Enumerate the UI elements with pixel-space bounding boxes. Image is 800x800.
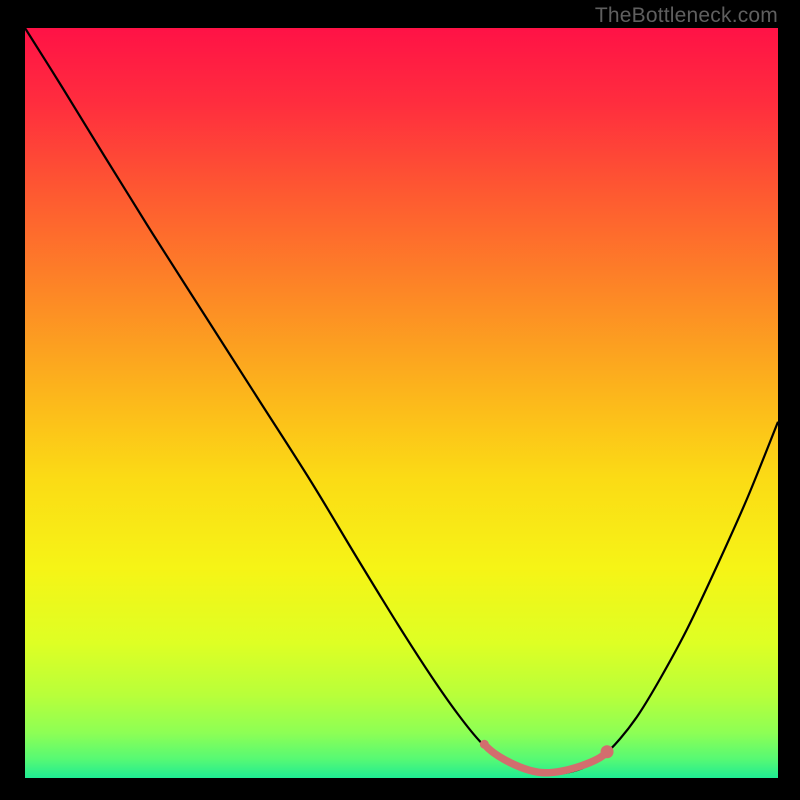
- bottleneck-curve: [25, 28, 778, 774]
- highlight-end-dot: [601, 745, 614, 758]
- highlight-start-dot: [480, 740, 489, 749]
- plot-area: [25, 28, 778, 778]
- curve-layer: [25, 28, 778, 778]
- optimal-range-highlight: [484, 744, 607, 773]
- watermark-text: TheBottleneck.com: [595, 4, 778, 28]
- chart-frame: TheBottleneck.com: [0, 0, 800, 800]
